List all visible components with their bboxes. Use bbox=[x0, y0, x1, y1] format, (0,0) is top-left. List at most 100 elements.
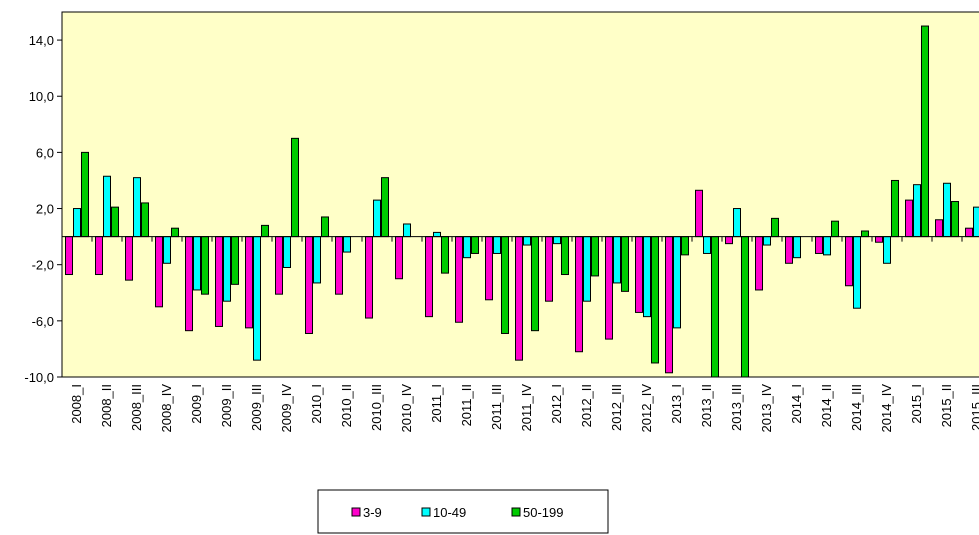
x-tick-label: 2011_I bbox=[429, 384, 444, 423]
bar bbox=[65, 236, 73, 276]
bar bbox=[73, 208, 81, 238]
x-tick-label: 2013_II bbox=[699, 384, 714, 427]
x-tick-label: 2010_I bbox=[309, 384, 324, 424]
x-tick-label: 2011_III bbox=[489, 384, 504, 430]
bar bbox=[733, 208, 741, 238]
bar bbox=[771, 217, 779, 238]
bar bbox=[125, 236, 133, 281]
bar bbox=[973, 206, 979, 238]
bar bbox=[613, 236, 621, 284]
bar bbox=[103, 175, 111, 238]
x-tick-label: 2013_III bbox=[729, 384, 744, 431]
bar bbox=[651, 236, 659, 364]
bar bbox=[261, 224, 269, 238]
x-tick-label: 2008_IV bbox=[159, 384, 174, 433]
bar bbox=[695, 189, 703, 238]
bar bbox=[673, 236, 681, 329]
legend-swatch bbox=[351, 507, 361, 517]
bar bbox=[853, 236, 861, 309]
legend-label: 3-9 bbox=[363, 505, 382, 520]
bar bbox=[523, 236, 531, 246]
bar bbox=[493, 236, 501, 254]
x-tick-label: 2009_I bbox=[189, 384, 204, 424]
bar bbox=[463, 236, 471, 259]
x-tick-label: 2009_IV bbox=[279, 384, 294, 433]
bar bbox=[193, 236, 201, 291]
x-tick-label: 2013_I bbox=[669, 384, 684, 424]
x-tick-label: 2011_II bbox=[459, 384, 474, 426]
plot-border bbox=[61, 11, 979, 378]
bar bbox=[313, 236, 321, 284]
x-tick-label: 2009_III bbox=[249, 384, 264, 431]
legend-swatch bbox=[421, 507, 431, 517]
bar bbox=[231, 236, 239, 285]
bar bbox=[283, 236, 291, 269]
bar bbox=[891, 179, 899, 238]
x-tick-label: 2012_III bbox=[609, 384, 624, 431]
bar bbox=[621, 236, 629, 292]
bar bbox=[905, 199, 913, 238]
bar bbox=[755, 236, 763, 291]
bar bbox=[823, 236, 831, 256]
x-tick-label: 2012_IV bbox=[639, 384, 654, 433]
bar bbox=[875, 236, 883, 243]
bar bbox=[433, 231, 441, 238]
bar bbox=[155, 236, 163, 308]
bar bbox=[943, 182, 951, 238]
x-tick-label: 2013_IV bbox=[759, 384, 774, 433]
bar bbox=[201, 236, 209, 295]
bar bbox=[275, 236, 283, 295]
bar bbox=[365, 236, 373, 319]
bar bbox=[245, 236, 253, 329]
bar bbox=[845, 236, 853, 287]
bar bbox=[703, 236, 711, 254]
bar bbox=[763, 236, 771, 246]
y-tick-label: -6,0 bbox=[32, 314, 54, 329]
bar bbox=[951, 201, 959, 238]
bar bbox=[141, 202, 149, 238]
bar bbox=[883, 236, 891, 264]
x-tick-label: 2015_II bbox=[939, 384, 954, 427]
y-tick-label: 14,0 bbox=[29, 33, 54, 48]
bar bbox=[185, 236, 193, 332]
bar bbox=[635, 236, 643, 313]
bar bbox=[171, 227, 179, 238]
bar bbox=[711, 236, 719, 377]
bar bbox=[725, 236, 733, 245]
bar bbox=[425, 236, 433, 318]
bar bbox=[583, 236, 591, 302]
x-tick-label: 2008_I bbox=[69, 384, 84, 424]
bar bbox=[575, 236, 583, 353]
bar bbox=[545, 236, 553, 302]
bar bbox=[223, 236, 231, 302]
bar bbox=[591, 236, 599, 277]
legend-box bbox=[317, 489, 609, 534]
x-tick-label: 2015_I bbox=[909, 384, 924, 424]
bar bbox=[861, 230, 869, 238]
bar bbox=[815, 236, 823, 254]
bar bbox=[553, 236, 561, 245]
x-tick-label: 2010_IV bbox=[399, 384, 414, 433]
bar bbox=[785, 236, 793, 264]
bar bbox=[643, 236, 651, 318]
bar bbox=[665, 236, 673, 374]
x-tick-label: 2012_I bbox=[549, 384, 564, 424]
legend: 3-9 10-49 50-199 bbox=[317, 489, 609, 534]
x-tick-label: 2008_III bbox=[129, 384, 144, 431]
bar bbox=[343, 236, 351, 253]
bar bbox=[321, 216, 329, 238]
x-tick-label: 2009_II bbox=[219, 384, 234, 427]
y-tick-label: 2,0 bbox=[36, 202, 54, 217]
x-tick-label: 2014_I bbox=[789, 384, 804, 424]
bar bbox=[95, 236, 103, 276]
y-tick-label: 10,0 bbox=[29, 89, 54, 104]
x-tick-label: 2014_III bbox=[849, 384, 864, 431]
x-tick-label: 2014_II bbox=[819, 384, 834, 427]
bar bbox=[403, 223, 411, 238]
bar bbox=[253, 236, 261, 361]
plot-area bbox=[62, 12, 979, 377]
bar bbox=[681, 236, 689, 256]
x-tick-label: 2008_II bbox=[99, 384, 114, 427]
bar bbox=[831, 220, 839, 238]
